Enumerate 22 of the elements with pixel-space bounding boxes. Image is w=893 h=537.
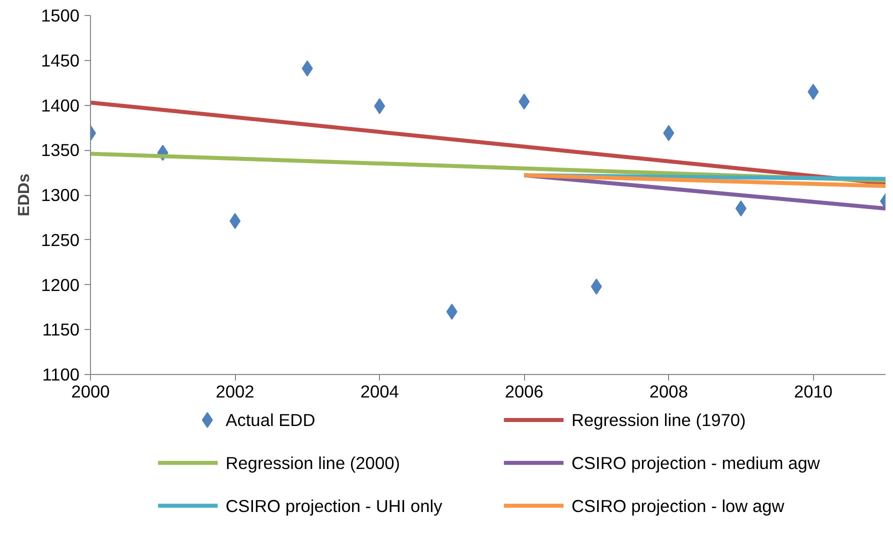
y-tick-label: 1400 <box>40 95 80 116</box>
legend-label: CSIRO projection - UHI only <box>226 496 443 516</box>
y-tick-label: 1500 <box>40 6 80 26</box>
x-tick-label: 2002 <box>216 382 254 402</box>
x-tick-label: 2010 <box>794 382 833 402</box>
legend-label: Regression line (2000) <box>226 452 400 473</box>
y-tick-label: 1200 <box>40 274 80 295</box>
legend-label: Regression line (1970) <box>571 410 746 430</box>
y-tick-label: 1150 <box>42 320 80 340</box>
y-tick-label: 1100 <box>42 364 80 384</box>
x-tick-label: 2006 <box>504 382 544 402</box>
x-tick-label: 2000 <box>71 382 110 402</box>
y-tick-label: 1250 <box>40 230 80 250</box>
y-tick-label: 1450 <box>40 50 80 70</box>
y-tick-label: 1350 <box>40 140 80 160</box>
legend-label: Actual EDD <box>226 410 316 430</box>
legend-label: CSIRO projection - medium agw <box>571 452 820 473</box>
y-tick-label: 1300 <box>40 185 80 205</box>
x-tick-label: 2008 <box>649 382 688 402</box>
x-tick-label: 2004 <box>360 382 400 402</box>
y-axis-title: EDDs <box>16 174 33 216</box>
legend-label: CSIRO projection - low agw <box>571 496 785 516</box>
